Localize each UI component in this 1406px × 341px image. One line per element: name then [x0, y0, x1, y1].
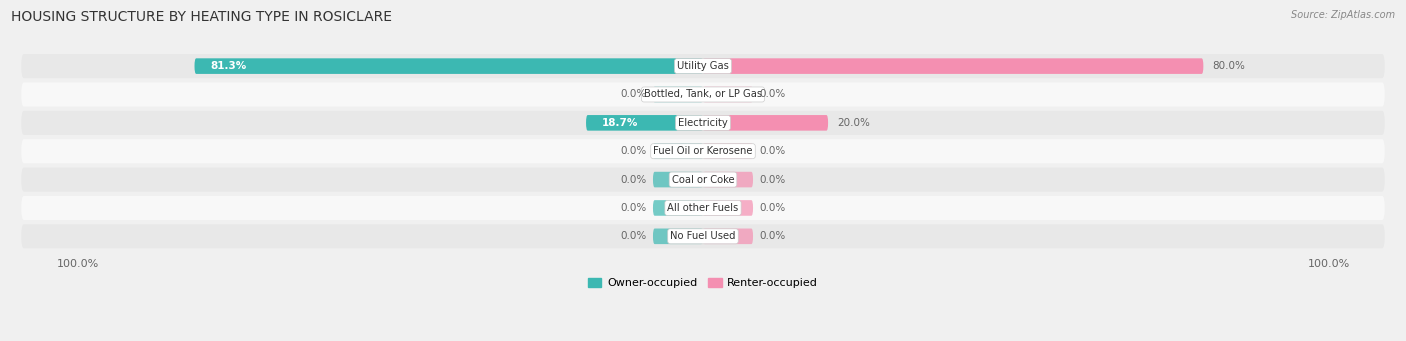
- Text: 20.0%: 20.0%: [838, 118, 870, 128]
- Text: 0.0%: 0.0%: [759, 146, 786, 156]
- FancyBboxPatch shape: [703, 87, 754, 102]
- FancyBboxPatch shape: [652, 228, 703, 244]
- Text: Source: ZipAtlas.com: Source: ZipAtlas.com: [1291, 10, 1395, 20]
- Text: Utility Gas: Utility Gas: [678, 61, 728, 71]
- Text: 0.0%: 0.0%: [759, 175, 786, 184]
- Text: No Fuel Used: No Fuel Used: [671, 231, 735, 241]
- Text: 0.0%: 0.0%: [620, 146, 647, 156]
- FancyBboxPatch shape: [703, 200, 754, 216]
- Text: 0.0%: 0.0%: [620, 231, 647, 241]
- FancyBboxPatch shape: [194, 58, 703, 74]
- FancyBboxPatch shape: [703, 144, 754, 159]
- FancyBboxPatch shape: [652, 200, 703, 216]
- Text: Fuel Oil or Kerosene: Fuel Oil or Kerosene: [654, 146, 752, 156]
- Text: 0.0%: 0.0%: [620, 203, 647, 213]
- FancyBboxPatch shape: [21, 111, 1385, 135]
- Text: 0.0%: 0.0%: [620, 89, 647, 100]
- FancyBboxPatch shape: [652, 172, 703, 188]
- Text: Coal or Coke: Coal or Coke: [672, 175, 734, 184]
- Text: 18.7%: 18.7%: [602, 118, 638, 128]
- FancyBboxPatch shape: [652, 144, 703, 159]
- Text: 81.3%: 81.3%: [209, 61, 246, 71]
- FancyBboxPatch shape: [703, 172, 754, 188]
- FancyBboxPatch shape: [652, 87, 703, 102]
- FancyBboxPatch shape: [21, 54, 1385, 78]
- FancyBboxPatch shape: [586, 115, 703, 131]
- FancyBboxPatch shape: [21, 139, 1385, 163]
- Legend: Owner-occupied, Renter-occupied: Owner-occupied, Renter-occupied: [583, 273, 823, 293]
- Text: Electricity: Electricity: [678, 118, 728, 128]
- FancyBboxPatch shape: [703, 228, 754, 244]
- FancyBboxPatch shape: [21, 224, 1385, 248]
- Text: 0.0%: 0.0%: [759, 89, 786, 100]
- Text: 0.0%: 0.0%: [759, 203, 786, 213]
- FancyBboxPatch shape: [703, 58, 1204, 74]
- Text: 0.0%: 0.0%: [759, 231, 786, 241]
- FancyBboxPatch shape: [21, 167, 1385, 192]
- Text: Bottled, Tank, or LP Gas: Bottled, Tank, or LP Gas: [644, 89, 762, 100]
- Text: 0.0%: 0.0%: [620, 175, 647, 184]
- FancyBboxPatch shape: [21, 83, 1385, 106]
- FancyBboxPatch shape: [703, 115, 828, 131]
- Text: All other Fuels: All other Fuels: [668, 203, 738, 213]
- FancyBboxPatch shape: [21, 196, 1385, 220]
- Text: 80.0%: 80.0%: [1213, 61, 1246, 71]
- Text: HOUSING STRUCTURE BY HEATING TYPE IN ROSICLARE: HOUSING STRUCTURE BY HEATING TYPE IN ROS…: [11, 10, 392, 24]
